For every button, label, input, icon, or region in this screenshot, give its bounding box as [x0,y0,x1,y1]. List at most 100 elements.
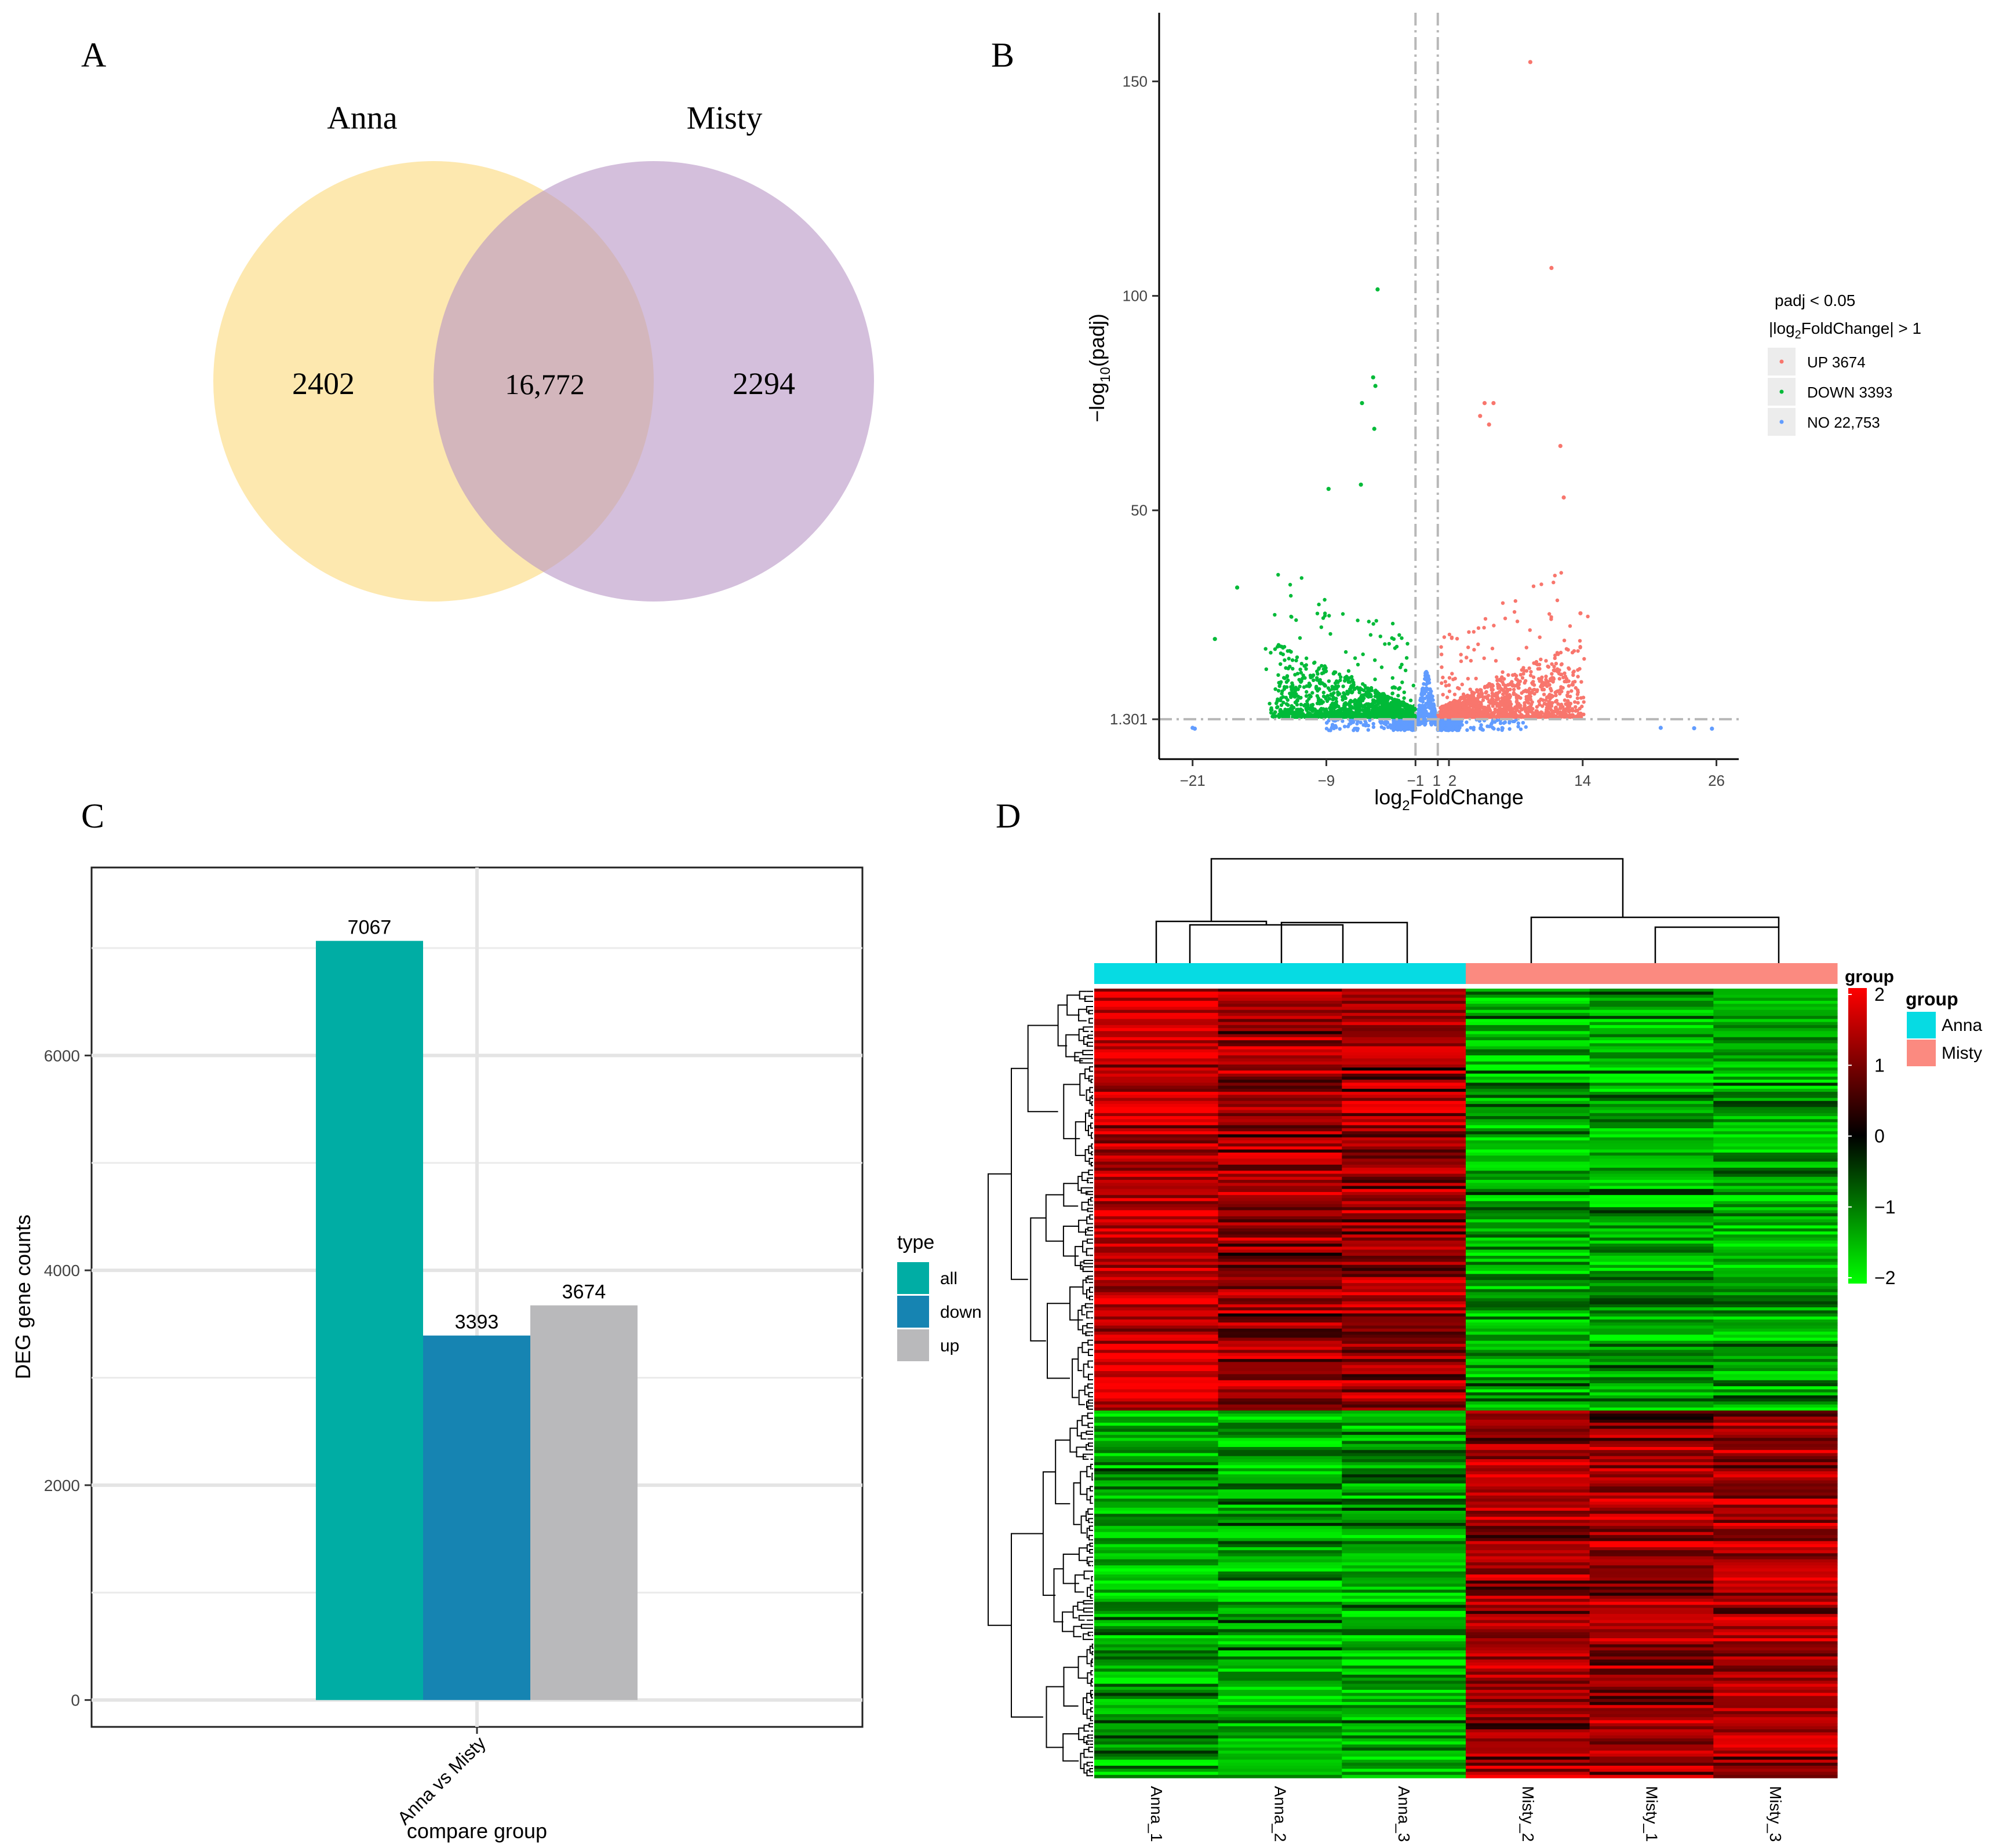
heatmap-cell [1218,1453,1342,1457]
volcano-point [1441,692,1445,697]
volcano-point [1527,666,1531,670]
heatmap-cell [1094,1277,1219,1281]
volcano-point [1342,691,1346,695]
heatmap-cell [1713,1477,1838,1481]
heatmap-cell [1589,1219,1714,1223]
heatmap-cell [1094,1113,1219,1117]
heatmap-cell [1713,1244,1838,1247]
heatmap-cell [1713,1435,1838,1438]
volcano-point [1480,713,1484,718]
volcano-point [1567,684,1571,688]
volcano-point [1360,694,1364,698]
bar-down [423,1335,530,1700]
heatmap-cell [1218,1517,1342,1521]
heatmap-cell [1342,1328,1466,1332]
heatmap-cell [1094,1507,1219,1511]
heatmap-cell [1466,1392,1590,1396]
volcano-point [1302,664,1306,668]
heatmap-cell [1342,1374,1466,1378]
venn-circle-misty [434,161,874,602]
volcano-point [1559,571,1563,575]
heatmap-cell [1713,1280,1838,1284]
heatmap-cell [1218,1080,1342,1084]
volcano-point [1550,672,1554,676]
heatmap-cell [1218,1210,1342,1214]
heatmap-cell [1466,1107,1590,1111]
heatmap-cell [1589,1028,1714,1031]
volcano-point [1295,699,1299,703]
heatmap-cell [1342,1353,1466,1357]
volcano-point [1323,664,1327,668]
heatmap-cell [1094,992,1219,996]
heatmap-cell [1342,1192,1466,1195]
heatmap-cell [1342,1340,1466,1344]
heatmap-cell [1094,1347,1219,1350]
volcano-point [1431,710,1435,715]
heatmap-cell [1713,1431,1838,1435]
volcano-point [1340,695,1345,699]
heatmap-cell [1218,1462,1342,1466]
volcano-point [1466,645,1470,650]
heatmap-cell [1589,1495,1714,1499]
heatmap-cell [1094,1171,1219,1175]
volcano-point [1547,612,1552,616]
heatmap-cell [1713,1410,1838,1414]
heatmap-cell [1342,1355,1466,1359]
volcano-point-clouds [1263,571,1590,732]
heatmap-cell [1342,1252,1466,1256]
volcano-point [1343,696,1348,701]
heatmap-cell [1342,1198,1466,1202]
volcano-point [1447,683,1451,687]
heatmap-cell [1342,1298,1466,1302]
volcano-point [1512,610,1517,614]
heatmap-cell [1589,1216,1714,1220]
heatmap-cell [1466,1256,1590,1259]
volcano-point [1491,704,1495,708]
heatmap-cell [1466,1116,1590,1120]
heatmap-cell [1589,1301,1714,1305]
heatmap-cell [1589,1423,1714,1426]
volcano-point [1350,690,1354,695]
heatmap-cell [1466,1283,1590,1286]
heatmap-cell [1713,1337,1838,1342]
heatmap-cell [1218,1283,1342,1286]
volcano-point [1337,705,1341,709]
volcano-point [1501,601,1505,605]
heatmap-cell [1342,1216,1466,1220]
heatmap-cell [1342,1435,1466,1438]
volcano-point [1450,712,1454,716]
heatmap-cell [1094,1441,1219,1445]
heatmap-cell [1094,1176,1219,1180]
heatmap-cell [1218,1067,1342,1071]
heatmap-cell [1589,1237,1714,1241]
heatmap-cell [1713,1499,1838,1502]
heatmap-cell [1342,1489,1466,1493]
heatmap-cell [1094,1244,1219,1247]
volcano-point [1574,705,1578,709]
heatmap-cell [1713,1426,1838,1430]
heatmap-cell [1094,1514,1219,1518]
volcano-point [1386,708,1390,712]
heatmap-cell [1218,1450,1342,1454]
volcano-point [1484,690,1488,694]
heatmap-cell [1589,1192,1714,1195]
heatmap-cell [1713,1022,1838,1026]
volcano-point [1334,697,1338,701]
heatmap-cell [1094,1435,1219,1438]
volcano-point [1575,696,1580,701]
heatmap-cell [1589,1070,1714,1074]
heatmap-cell [1218,1131,1342,1135]
heatmap-cell [1094,1225,1219,1229]
heatmap-cell [1218,1216,1342,1220]
heatmap-cell [1713,1092,1838,1095]
venn-panel: A Anna Misty 2402 16,772 2294 [81,36,874,602]
volcano-point-no [1692,726,1696,731]
volcano-point [1507,682,1512,687]
heatmap-cell [1713,1259,1838,1263]
heatmap-cell [1589,1225,1714,1229]
heatmap-cell [1342,1143,1466,1147]
heatmap-cell [1094,1192,1219,1195]
heatmap-cell [1713,1082,1838,1087]
heatmap-cell [1466,1210,1590,1214]
heatmap-cell [1342,1098,1466,1102]
